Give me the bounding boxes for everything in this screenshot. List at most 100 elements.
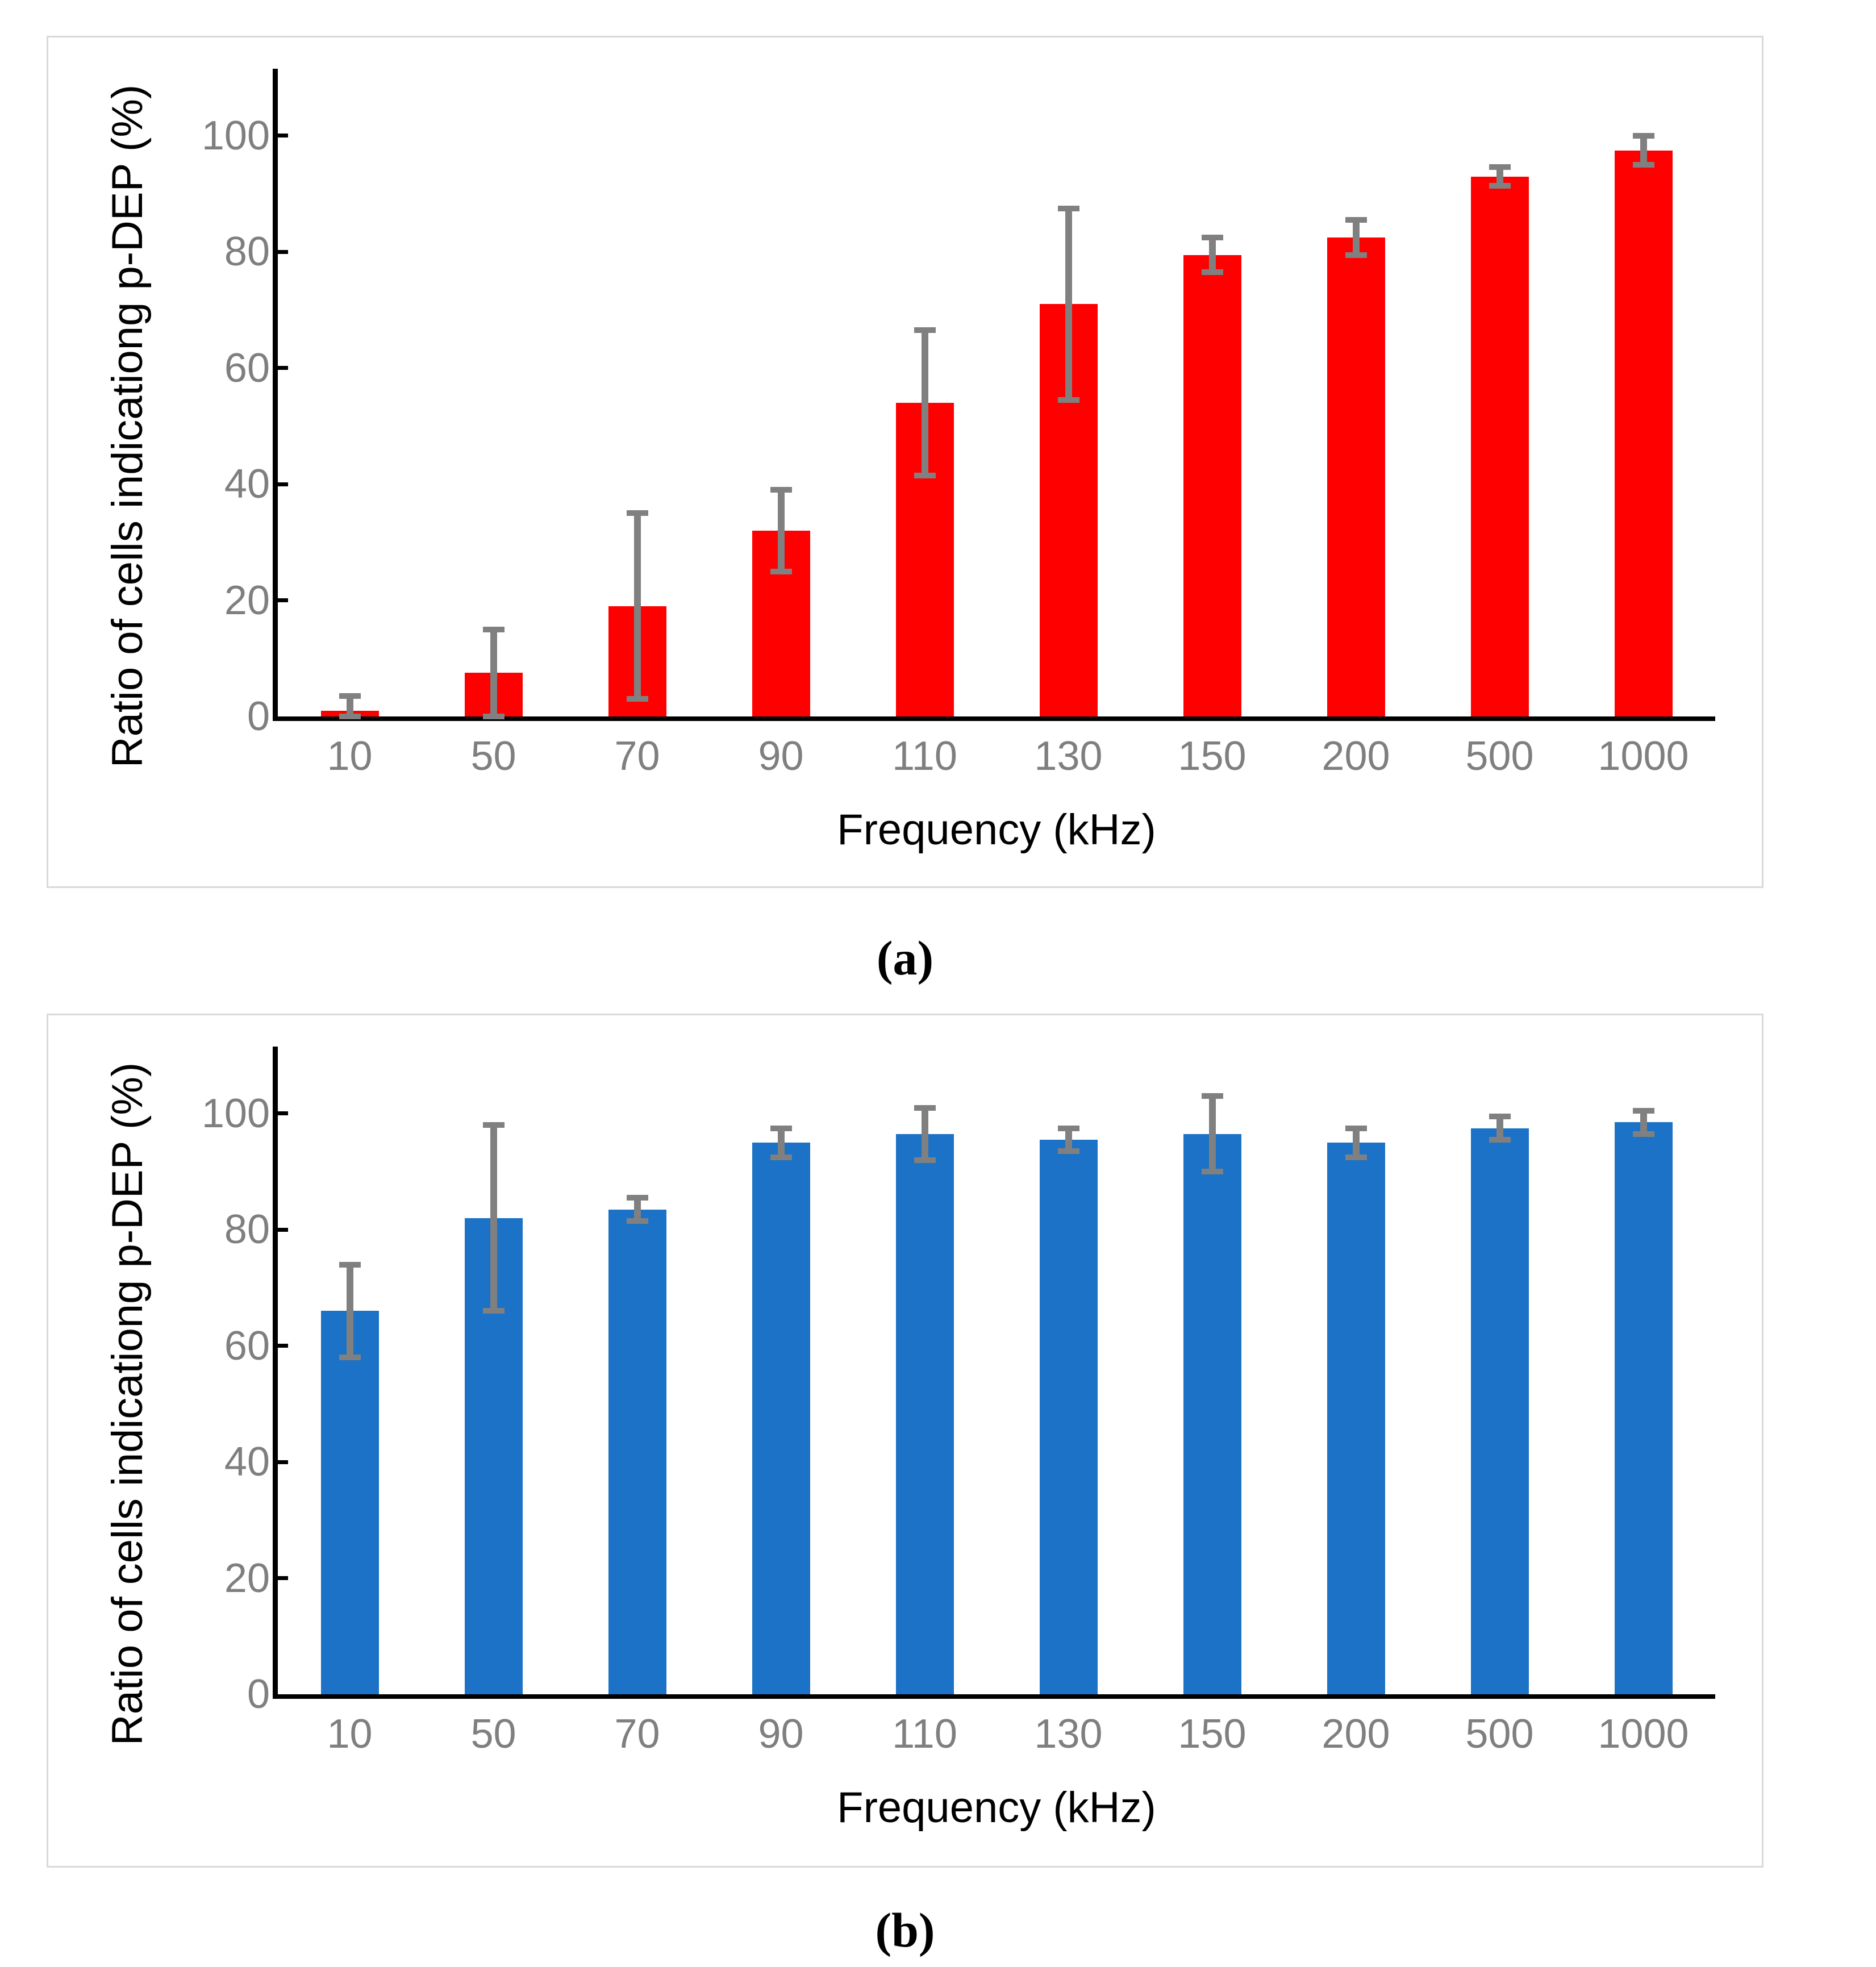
bar	[1615, 151, 1673, 716]
error-bar-cap-top	[339, 1262, 361, 1268]
error-bar-whisker	[778, 1128, 785, 1157]
y-tick	[278, 1228, 288, 1232]
error-bar-whisker	[1640, 1111, 1647, 1134]
x-tick-label: 130	[1034, 734, 1103, 779]
error-bar-cap-top	[1202, 1093, 1223, 1099]
x-tick-label: 200	[1321, 1711, 1390, 1757]
error-bar-whisker	[778, 490, 785, 571]
error-bar-whisker	[634, 513, 641, 699]
x-tick-label: 1000	[1598, 1711, 1689, 1757]
error-bar-cap-bottom	[1489, 183, 1511, 189]
error-bar-cap-bottom	[627, 1218, 648, 1224]
chart-panel-a: 0 20 40 60 80 100 10 50 70 90 110 130 150 200 500 1000 F…	[47, 36, 1764, 888]
caption-a: (a)	[47, 930, 1764, 986]
x-tick-label: 70	[614, 734, 660, 779]
error-bar-cap-top	[483, 627, 505, 632]
bar	[608, 1210, 666, 1694]
y-tick-label: 0	[247, 694, 270, 739]
error-bar-whisker	[490, 630, 497, 716]
y-tick-label: 100	[201, 1091, 270, 1136]
error-bar-cap-bottom	[770, 1155, 792, 1160]
error-bar-cap-bottom	[914, 473, 936, 478]
y-tick-label: 20	[224, 578, 270, 623]
error-bar-cap-bottom	[339, 714, 361, 719]
error-bar-cap-top	[1345, 217, 1367, 223]
y-axis-title: Ratio of cells indicationg p-DEP (%)	[103, 84, 152, 768]
x-tick-label: 90	[758, 734, 804, 779]
caption-a-label: (a)	[876, 931, 934, 985]
bar	[752, 1143, 810, 1694]
error-bar-whisker	[922, 1108, 928, 1160]
y-tick	[278, 598, 288, 602]
y-tick-label: 40	[224, 1439, 270, 1485]
y-tick-label: 80	[224, 229, 270, 274]
bar	[1615, 1122, 1673, 1694]
x-tick-label: 50	[470, 1711, 516, 1757]
y-tick-label: 0	[247, 1672, 270, 1717]
x-axis-line	[273, 716, 1715, 721]
error-bar-cap-top	[1489, 164, 1511, 170]
y-tick	[278, 1111, 288, 1115]
error-bar-cap-top	[1633, 1108, 1654, 1114]
error-bar-cap-bottom	[1202, 1169, 1223, 1174]
error-bar-whisker	[1496, 167, 1503, 186]
x-tick-label: 110	[892, 1711, 957, 1757]
bar	[1327, 1143, 1385, 1694]
error-bar-cap-top	[339, 693, 361, 699]
error-bar-cap-bottom	[1489, 1137, 1511, 1143]
error-bar-cap-bottom	[1345, 1155, 1367, 1160]
error-bar-whisker	[1496, 1116, 1503, 1140]
error-bar-whisker	[347, 1265, 353, 1358]
bar	[1471, 1128, 1529, 1694]
x-tick-label: 70	[614, 1711, 660, 1757]
caption-b-label: (b)	[875, 1903, 935, 1957]
error-bar-whisker	[1209, 1096, 1216, 1172]
y-axis-line	[273, 69, 278, 721]
error-bar-whisker	[634, 1198, 641, 1221]
y-tick-label: 40	[224, 461, 270, 507]
y-tick	[278, 250, 288, 254]
error-bar-cap-top	[1489, 1114, 1511, 1119]
x-tick-label: 110	[892, 734, 957, 779]
bar	[321, 1311, 379, 1694]
error-bar-whisker	[490, 1125, 497, 1311]
error-bar-cap-bottom	[1633, 1131, 1654, 1137]
error-bar-cap-top	[1058, 206, 1079, 211]
error-bar-cap-top	[914, 1105, 936, 1111]
error-bar-whisker	[347, 696, 353, 716]
error-bar-cap-bottom	[1633, 162, 1654, 168]
error-bar-cap-bottom	[339, 1355, 361, 1360]
x-axis-line	[273, 1694, 1715, 1699]
y-tick-label: 60	[224, 1323, 270, 1369]
x-tick-label: 10	[327, 734, 373, 779]
y-tick	[278, 482, 288, 486]
x-tick-label: 10	[327, 1711, 373, 1757]
y-tick	[278, 1344, 288, 1348]
error-bar-cap-top	[483, 1122, 505, 1128]
x-tick-label: 150	[1178, 734, 1247, 779]
y-tick-label: 80	[224, 1207, 270, 1252]
error-bar-cap-bottom	[1058, 397, 1079, 403]
y-axis-title: Ratio of cells indicationg p-DEP (%)	[103, 1062, 152, 1746]
error-bar-cap-bottom	[483, 1308, 505, 1314]
y-tick	[278, 1460, 288, 1464]
error-bar-cap-bottom	[1202, 269, 1223, 275]
bar	[1183, 1134, 1241, 1694]
error-bar-cap-top	[770, 487, 792, 493]
y-axis-line	[273, 1047, 278, 1699]
error-bar-cap-top	[1633, 133, 1654, 139]
y-tick-label: 20	[224, 1556, 270, 1601]
x-tick-label: 130	[1034, 1711, 1103, 1757]
error-bar-cap-top	[770, 1126, 792, 1131]
x-tick-label: 500	[1465, 734, 1534, 779]
error-bar-cap-bottom	[1058, 1148, 1079, 1154]
y-tick	[278, 366, 288, 370]
y-tick	[278, 1576, 288, 1580]
error-bar-cap-top	[627, 510, 648, 516]
error-bar-whisker	[1209, 237, 1216, 272]
error-bar-cap-top	[627, 1195, 648, 1201]
error-bar-cap-bottom	[770, 569, 792, 574]
x-tick-label: 200	[1321, 734, 1390, 779]
bar	[896, 1134, 954, 1694]
chart-panel-b: 0 20 40 60 80 100 10 50 70 90 110 130 150 200 500 1000 F…	[47, 1014, 1764, 1868]
